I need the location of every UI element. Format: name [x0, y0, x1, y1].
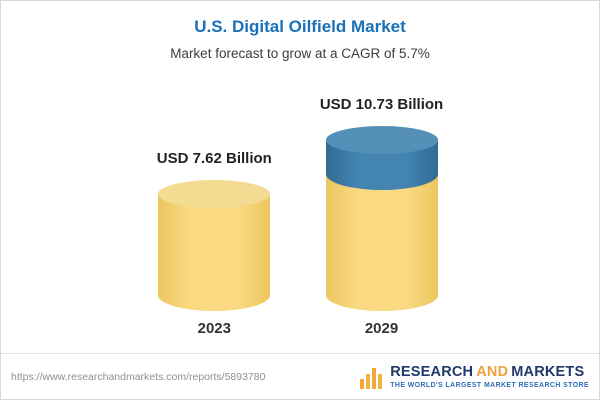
cylinder-top-ellipse — [158, 180, 271, 208]
cylinder-bar-chart: USD 7.62 Billion 2023 USD 10.73 Billion … — [1, 96, 599, 337]
brand-word-and: AND — [476, 364, 509, 380]
bar-group-2023: USD 7.62 Billion 2023 — [157, 150, 272, 337]
value-label-2023: USD 7.62 Billion — [156, 150, 272, 167]
growth-top-ellipse — [325, 126, 438, 154]
source-url: https://www.researchandmarkets.com/repor… — [11, 370, 266, 383]
cylinder-2029 — [325, 126, 438, 311]
brand-word-markets: MARKETS — [511, 364, 585, 380]
brand-logo: RESEARCH AND MARKETS THE WORLD'S LARGEST… — [358, 364, 589, 390]
brand-tagline: THE WORLD'S LARGEST MARKET RESEARCH STOR… — [390, 382, 589, 389]
footer: https://www.researchandmarkets.com/repor… — [1, 353, 599, 399]
category-label-2023: 2023 — [197, 320, 231, 337]
cylinder-body — [158, 194, 271, 311]
value-label-2029: USD 10.73 Billion — [319, 96, 444, 113]
cylinder-2023 — [158, 180, 271, 311]
brand-word-research: RESEARCH — [390, 364, 474, 380]
chart-header: U.S. Digital Oilfield Market Market fore… — [1, 1, 599, 61]
page-subtitle: Market forecast to grow at a CAGR of 5.7… — [170, 46, 430, 61]
brand-name: RESEARCH AND MARKETS — [390, 364, 589, 380]
category-label-2029: 2029 — [364, 320, 399, 337]
bar-group-2029: USD 10.73 Billion 2029 — [320, 96, 443, 337]
bar-chart-logo-icon — [360, 367, 383, 389]
growth-segment — [325, 126, 438, 190]
brand-text-block: RESEARCH AND MARKETS THE WORLD'S LARGEST… — [390, 364, 589, 389]
page-title: U.S. Digital Oilfield Market — [194, 17, 406, 36]
